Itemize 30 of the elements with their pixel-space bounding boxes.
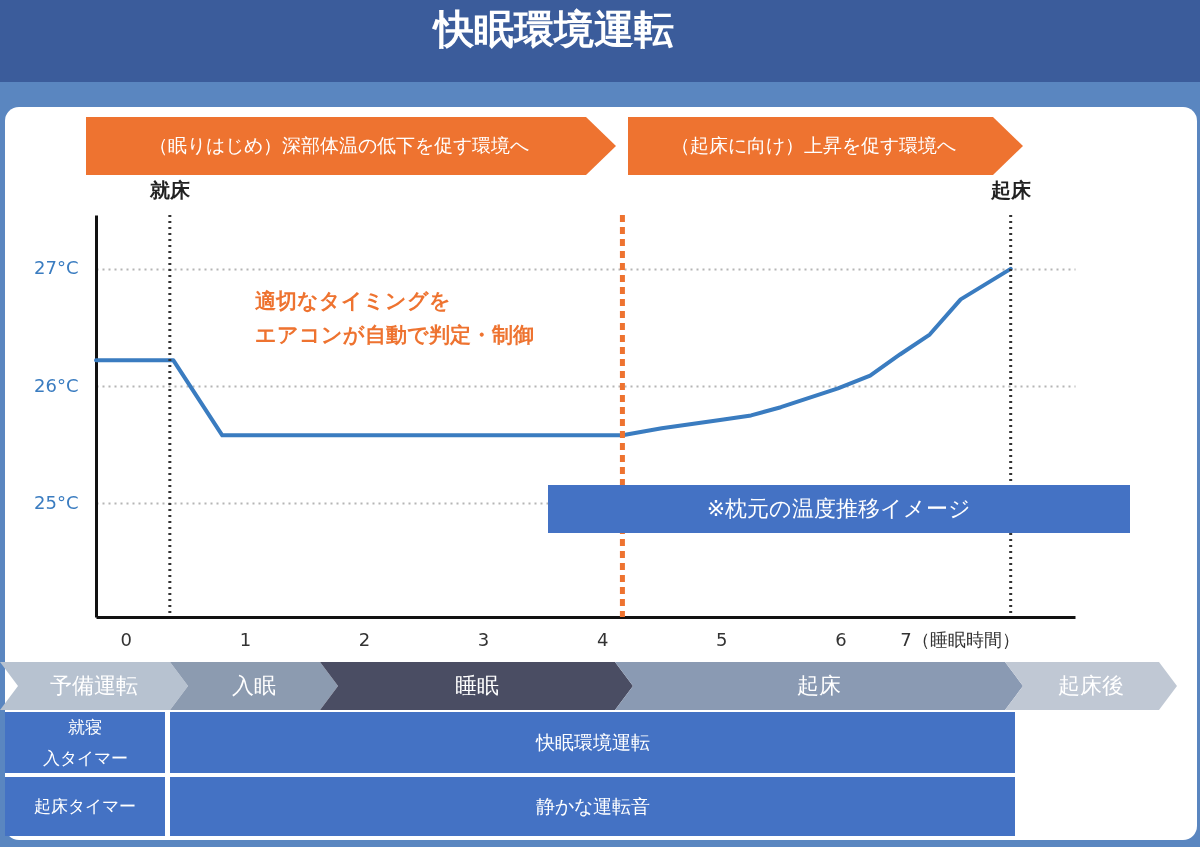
- text: 就寝: [5, 712, 165, 743]
- x-tick-label: 4: [596, 628, 609, 650]
- text: 静かな運転音: [170, 777, 1015, 836]
- text: 起床後: [1005, 662, 1177, 710]
- y-tick-label: 25°C: [34, 491, 79, 513]
- x-tick-label: 6: [835, 628, 847, 650]
- x-tick-label: 1: [239, 628, 252, 650]
- x-tick-label: 2: [358, 628, 371, 650]
- text: （眠りはじめ）深部体温の低下を促す環境へ: [86, 117, 616, 175]
- text: 起床タイマー: [5, 777, 165, 836]
- x-tick-label: 5: [716, 628, 728, 650]
- x-tick-label: 7（睡眠時間）: [900, 628, 1020, 650]
- text: 入タイマー: [5, 743, 165, 773]
- text: 快眠環境運転: [170, 712, 1015, 773]
- text: 予備運転: [0, 662, 188, 710]
- text: （起床に向け）上昇を促す環境へ: [628, 117, 1023, 175]
- x-tick-label: 0: [120, 628, 132, 650]
- x-tick-label: 3: [477, 628, 490, 650]
- text: 起床: [615, 662, 1023, 710]
- ref-line-label: 起床: [989, 178, 1032, 202]
- annotation: 適切なタイミングを: [255, 287, 452, 315]
- line-series: [94, 266, 1013, 438]
- text: 入眠: [170, 662, 338, 710]
- note-box: ※枕元の温度推移イメージ: [548, 485, 1130, 533]
- y-tick-label: 26°C: [34, 374, 79, 396]
- y-tick-label: 27°C: [34, 257, 79, 279]
- chart-title: 快眠環境運転: [432, 6, 675, 52]
- ref-line-label: 就床: [148, 178, 191, 202]
- annotation: エアコンが自動で判定・制御: [255, 321, 535, 349]
- text: 睡眠: [320, 662, 633, 710]
